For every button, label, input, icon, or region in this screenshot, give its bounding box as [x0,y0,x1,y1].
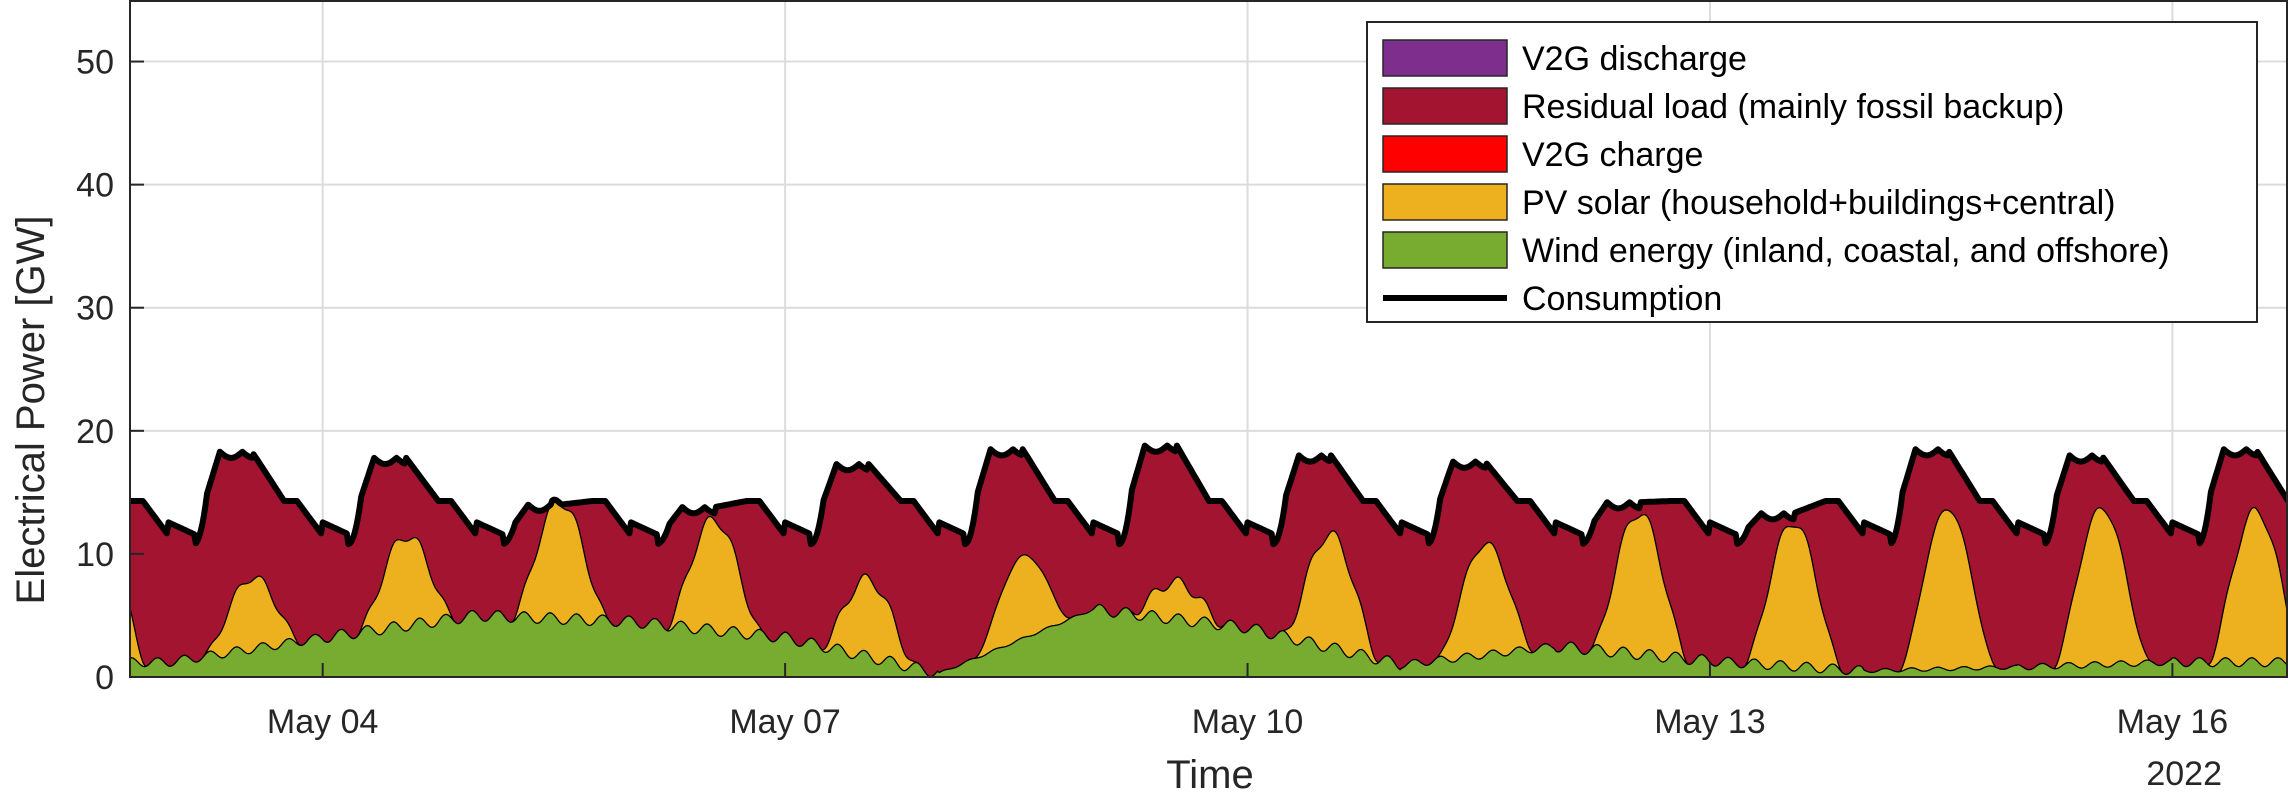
axes-box [129,0,2288,678]
x-tick-label: May 10 [1192,703,1304,741]
legend-box [1366,21,2258,323]
y-tick-label: 20 [76,413,114,451]
x-tick-label: May 07 [729,703,841,741]
x-tick-label: May 16 [2117,703,2229,741]
x-tick-label: May 13 [1654,703,1766,741]
legend-entry: V2G discharge [1522,40,1747,78]
legend-swatch [1382,231,1508,269]
y-tick-label: 30 [76,290,114,328]
legend-swatch [1382,39,1508,77]
y-tick-label: 50 [76,44,114,82]
legend-swatch [1382,87,1508,125]
y-axis-title: Electrical Power [GW] [9,216,53,605]
x-tick-label: May 04 [267,703,379,741]
legend: V2G discharge Residual load (mainly fossi… [1366,21,2258,323]
consumption-line-layer [128,442,2288,548]
legend-entry: PV solar (household+buildings+central) [1522,184,2115,222]
consumption-line [128,442,2288,548]
plot-frame [129,0,2288,678]
stacked-areas [129,444,2288,678]
legend-entry: Residual load (mainly fossil backup) [1522,88,2064,126]
legend-entry: Wind energy (inland, coastal, and offsho… [1522,232,2170,270]
y-tick-label: 40 [76,167,114,205]
legend-swatch [1382,183,1508,221]
axis-ticks: 0 10 20 30 40 50 May 04 May 07 May 10 May 13 May 1… [76,44,2228,741]
legend-entry: Consumption [1522,280,1722,318]
year-label: 2022 [2146,755,2222,793]
x-axis-title: Time [1166,753,1253,797]
legend-swatch [1382,135,1508,173]
y-tick-label: 0 [95,659,114,697]
legend-entry: V2G charge [1522,136,1703,174]
y-tick-label: 10 [76,536,114,574]
